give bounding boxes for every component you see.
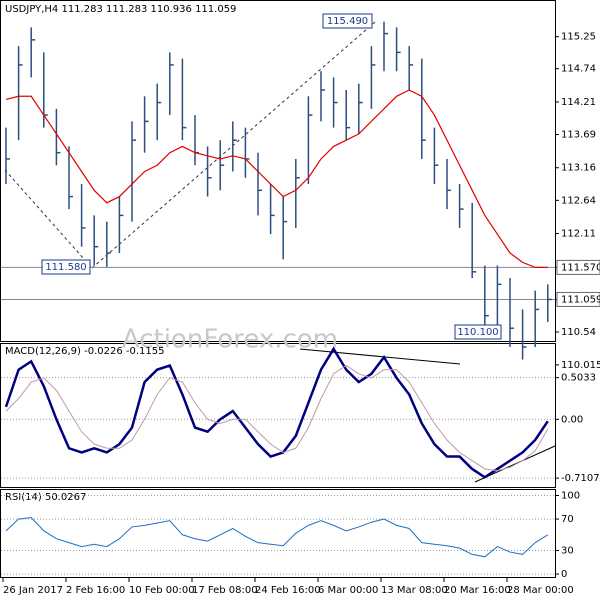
x-tick-label: 26 Jan 2017 — [3, 585, 63, 596]
x-tick-label: 20 Mar 16:00 — [444, 585, 511, 596]
y-tick-label: 110.015 — [561, 360, 600, 371]
y-tick-label: 112.11 — [561, 229, 596, 240]
watermark: ActionForex.com — [122, 325, 338, 355]
rsi-title: RSI(14) 50.0267 — [5, 492, 86, 503]
price-panel — [0, 0, 556, 342]
annotation-box — [322, 13, 373, 29]
macd-panel — [0, 343, 556, 488]
trend-line — [4, 169, 93, 269]
y-tick-label: 112.64 — [561, 195, 596, 206]
y-tick-label: 0.5033 — [561, 373, 596, 384]
trend-line — [299, 348, 461, 365]
y-tick-label: 70 — [561, 514, 574, 525]
macd-title: MACD(12,26,9) -0.0226 -0.1155 — [5, 346, 165, 357]
x-tick-label: 28 Mar 00:00 — [507, 585, 574, 596]
moving-average — [5, 89, 548, 269]
x-tick-label: 2 Feb 16:00 — [66, 585, 125, 596]
y-tick-label: 115.25 — [561, 32, 596, 43]
chart-title: USDJPY,H4 111.283 111.283 110.936 111.05… — [5, 4, 236, 15]
y-tick-label: 100 — [561, 491, 580, 502]
y-tick-label: 0 — [561, 569, 567, 580]
price-tag — [556, 259, 600, 275]
annotation-box — [454, 324, 502, 340]
y-tick-label: 114.74 — [561, 64, 596, 75]
series-line — [4, 346, 549, 479]
x-tick-label: 6 Mar 00:00 — [318, 585, 378, 596]
y-tick-label: 30 — [561, 546, 574, 557]
x-tick-label: 24 Feb 16:00 — [255, 585, 321, 596]
price-tag — [556, 291, 600, 307]
y-tick-label: 0.00 — [561, 414, 583, 425]
y-tick-label: 113.69 — [561, 130, 596, 141]
y-tick-label: 111.059 — [561, 294, 600, 305]
y-tick-label: -0.7107 — [561, 473, 600, 484]
annotation: 110.100 — [457, 327, 498, 338]
y-tick-label: 113.16 — [561, 163, 596, 174]
x-tick-label: 17 Feb 08:00 — [192, 585, 258, 596]
rsi-panel — [0, 489, 556, 578]
series-line — [5, 516, 549, 558]
x-tick-label: 10 Feb 00:00 — [129, 585, 195, 596]
y-tick-label: 110.54 — [561, 327, 596, 338]
y-tick-label: 111.570 — [561, 262, 600, 273]
annotation-box — [41, 259, 91, 275]
annotation: 115.490 — [327, 16, 368, 27]
series-line — [5, 364, 549, 472]
x-tick-label: 13 Mar 08:00 — [381, 585, 448, 596]
annotation: 111.580 — [45, 262, 86, 273]
y-tick-label: 114.21 — [561, 97, 596, 108]
